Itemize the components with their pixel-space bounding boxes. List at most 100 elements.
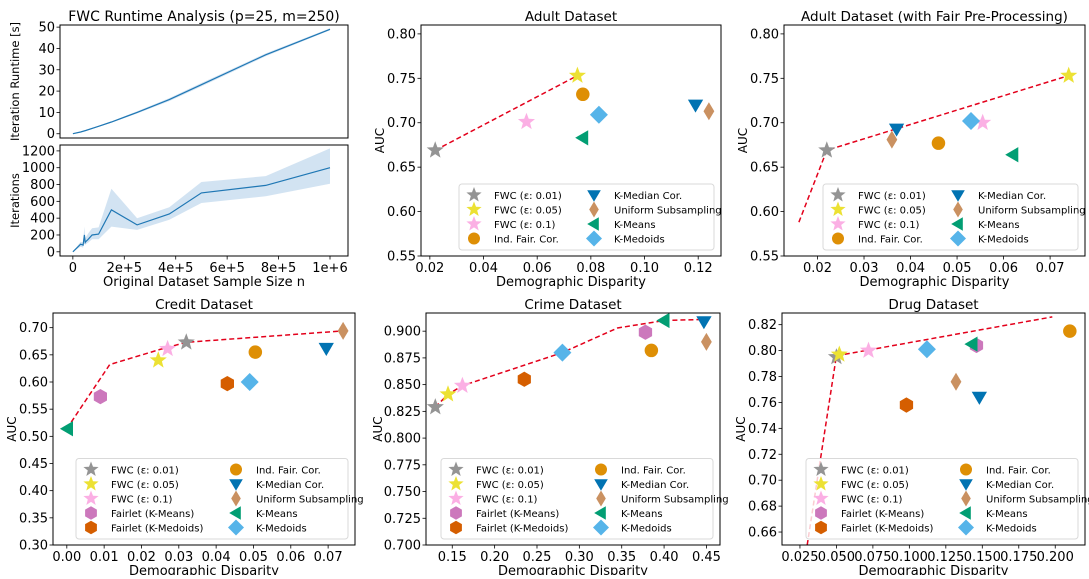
- legend-marker: [815, 520, 827, 535]
- axes-frame: [52, 312, 356, 546]
- y-tick-label: 0.875: [384, 351, 421, 366]
- legend-marker: [951, 217, 963, 231]
- y-tick-label: 0.74: [748, 422, 777, 437]
- legend-marker: [229, 506, 241, 520]
- legend-frame: [440, 458, 714, 540]
- x-tick-label: 0.00: [52, 550, 81, 565]
- legend-marker: [466, 187, 482, 202]
- legend-marker: [466, 216, 482, 231]
- data-point: [899, 397, 914, 413]
- legend-frame: [458, 183, 715, 251]
- legend-label: Uniform Subsampling: [614, 206, 722, 217]
- legend-marker: [448, 476, 464, 491]
- plot-area: [426, 313, 712, 415]
- data-point: [696, 316, 712, 330]
- legend-marker: [448, 461, 464, 476]
- legend-label: FWC (ε: 0.01): [111, 466, 179, 477]
- axes-frame: [59, 24, 349, 139]
- y-tick-label: 0.70: [750, 116, 779, 131]
- pareto-frontier-line: [434, 74, 578, 151]
- y-tick-label: 40: [38, 42, 55, 57]
- y-tick-label: 0.50: [19, 430, 48, 445]
- data-point: [589, 105, 608, 124]
- x-axis-label: Demographic Disparity: [860, 275, 1010, 290]
- x-axis-label: Demographic Disparity: [498, 564, 648, 575]
- y-axis-label: AUC: [734, 416, 748, 441]
- legend-label: K-Median Cor.: [978, 191, 1046, 202]
- x-tick-label: 0.075: [854, 550, 891, 565]
- legend-marker: [83, 461, 99, 476]
- legend-marker: [589, 201, 599, 218]
- legend-label: K-Medoids: [978, 235, 1029, 246]
- x-tick-label: 0.05: [943, 261, 972, 276]
- x-tick-label: 0.03: [850, 261, 879, 276]
- y-tick-label: 800: [30, 178, 55, 193]
- x-tick-label: 0.02: [415, 261, 444, 276]
- x-tick-label: 0.150: [964, 550, 1001, 565]
- legend-label: K-Means: [614, 220, 656, 231]
- legend-marker: [593, 519, 609, 536]
- legend-marker: [813, 461, 829, 476]
- pareto-frontier-line: [806, 316, 1053, 545]
- y-tick-label: 0.80: [750, 27, 779, 42]
- legend-marker: [468, 232, 480, 245]
- legend-label: FWC (ε: 0.05): [841, 480, 909, 491]
- legend-marker: [815, 506, 827, 520]
- x-tick-label: 0.125: [927, 550, 964, 565]
- data-point: [159, 339, 177, 357]
- data-point: [337, 321, 349, 340]
- y-tick-label: 0.725: [384, 512, 421, 527]
- x-tick-label: 0: [69, 261, 77, 276]
- x-tick-label: 8e+5: [261, 261, 296, 276]
- y-tick-label: 0.55: [387, 250, 416, 265]
- y-tick-label: 0.800: [384, 432, 421, 447]
- legend-label: K-Means: [986, 509, 1028, 520]
- x-tick-label: 4e+5: [158, 261, 193, 276]
- legend-label: Ind. Fair. Cor.: [621, 466, 686, 477]
- chart-title: Drug Dataset: [888, 297, 978, 313]
- y-tick-label: 0.700: [384, 539, 421, 554]
- x-tick-label: 0.04: [896, 261, 925, 276]
- y-tick-label: 600: [30, 195, 55, 210]
- y-tick-label: 0.65: [750, 161, 779, 176]
- x-tick-label: 0.25: [523, 550, 552, 565]
- y-tick-label: 0.66: [748, 526, 777, 541]
- plot-area: [798, 66, 1078, 223]
- legend-label: K-Median Cor.: [614, 191, 682, 202]
- legend: FWC (ε: 0.01) FWC (ε: 0.05) FWC (ε: 0.1) In…: [458, 183, 722, 251]
- legend-label: Fairlet (K-Medoids): [476, 524, 568, 535]
- legend-label: Ind. Fair. Cor.: [256, 466, 321, 477]
- legend: FWC (ε: 0.01) FWC (ε: 0.05) FWC (ε: 0.1) Fa…: [440, 458, 729, 540]
- legend-marker: [586, 230, 602, 247]
- pareto-frontier-line: [798, 74, 1069, 223]
- legend-label: FWC (ε: 0.1): [476, 495, 538, 506]
- data-point: [318, 342, 334, 356]
- y-tick-label: 0.750: [384, 485, 421, 500]
- legend-marker: [85, 520, 97, 535]
- legend-label: FWC (ε: 0.01): [858, 191, 926, 202]
- y-tick-label: 0.78: [748, 370, 777, 385]
- x-tick-label: 0.05: [239, 550, 268, 565]
- y-tick-label: 0.65: [387, 161, 416, 176]
- legend-label: FWC (ε: 0.1): [494, 220, 556, 231]
- x-tick-label: 0.06: [523, 261, 552, 276]
- legend-marker: [813, 490, 829, 505]
- x-axis-label: Demographic Disparity: [129, 564, 279, 575]
- legend-label: FWC (ε: 0.1): [841, 495, 903, 506]
- legend-label: Fairlet (K-Means): [476, 509, 559, 520]
- data-point: [974, 113, 992, 130]
- legend-label: K-Means: [978, 220, 1020, 231]
- x-tick-label: 2e+5: [107, 261, 142, 276]
- axes-frame: [781, 312, 1086, 546]
- y-tick-label: 0.55: [19, 403, 48, 418]
- legend-marker: [961, 490, 971, 507]
- pareto-frontier-line: [66, 330, 344, 430]
- y-tick-label: 0.850: [384, 378, 421, 393]
- legend-label: K-Means: [621, 509, 663, 520]
- legend-marker: [959, 506, 971, 520]
- x-tick-label: 0.04: [202, 550, 231, 565]
- x-tick-label: 0.100: [891, 550, 928, 565]
- legend-marker: [950, 230, 966, 247]
- data-point: [917, 340, 936, 359]
